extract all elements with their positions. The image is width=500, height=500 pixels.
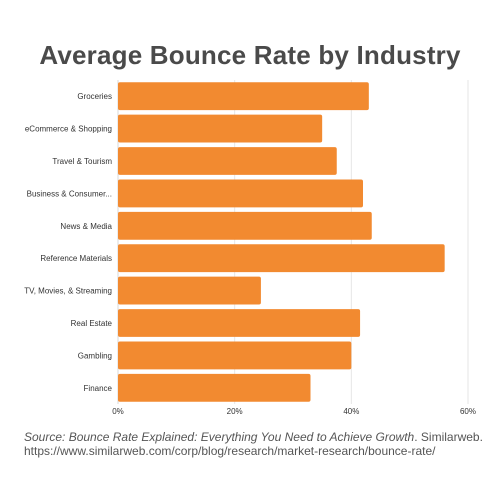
category-label: Reference Materials bbox=[40, 254, 112, 263]
bar bbox=[118, 341, 352, 370]
category-label: TV, Movies, & Streaming bbox=[24, 287, 112, 296]
x-tick-label: 40% bbox=[343, 407, 359, 416]
source-note: Source: Bounce Rate Explained: Everythin… bbox=[24, 430, 484, 458]
category-label: Gambling bbox=[78, 351, 112, 360]
chart-title: Average Bounce Rate by Industry bbox=[39, 40, 461, 70]
x-tick-label: 20% bbox=[227, 407, 243, 416]
tick-labels-layer: 0% 20% 40% 60% bbox=[112, 407, 476, 416]
category-label: Real Estate bbox=[71, 319, 113, 328]
category-label: Business & Consumer... bbox=[27, 189, 112, 198]
bar bbox=[118, 114, 323, 143]
bar bbox=[118, 276, 261, 305]
bar bbox=[118, 373, 311, 402]
category-label: Travel & Tourism bbox=[52, 157, 112, 166]
category-label: eCommerce & Shopping bbox=[25, 125, 112, 134]
bar bbox=[118, 179, 363, 208]
category-label: Finance bbox=[84, 384, 113, 393]
category-labels-layer: Groceries eCommerce & Shopping Travel & To… bbox=[24, 92, 112, 393]
category-label: News & Media bbox=[60, 222, 112, 231]
x-tick-label: 60% bbox=[460, 407, 476, 416]
source-publisher: . Similarweb. bbox=[414, 430, 483, 444]
bar bbox=[118, 309, 361, 337]
bars-layer bbox=[118, 82, 445, 402]
bar bbox=[118, 147, 337, 175]
source-url: https://www.similarweb.com/corp/blog/res… bbox=[24, 444, 436, 458]
bar bbox=[118, 211, 372, 240]
bar bbox=[118, 82, 369, 111]
bar bbox=[118, 244, 445, 273]
category-label: Groceries bbox=[77, 92, 112, 101]
x-tick-label: 0% bbox=[112, 407, 124, 416]
source-title: Source: Bounce Rate Explained: Everythin… bbox=[24, 430, 415, 444]
